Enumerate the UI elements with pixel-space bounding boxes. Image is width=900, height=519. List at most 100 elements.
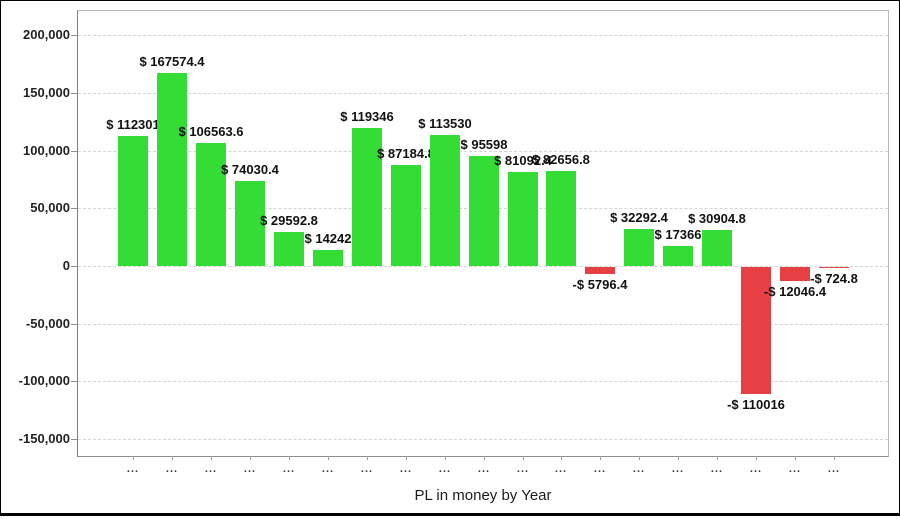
y-axis-tick <box>71 381 78 382</box>
bar-positive[interactable] <box>196 143 226 266</box>
bar-value-label: -$ 12046.4 <box>763 284 827 299</box>
bar-value-label: $ 14242 <box>304 231 352 246</box>
bar-positive[interactable] <box>508 172 538 266</box>
bar-value-label: $ 30904.8 <box>688 211 746 226</box>
bar-value-label: $ 167574.4 <box>139 54 205 69</box>
x-axis-category-label: ... <box>477 463 491 475</box>
bar-value-label: -$ 724.8 <box>810 271 858 286</box>
bar-value-label: -$ 5796.4 <box>572 277 628 292</box>
gridline <box>78 381 888 382</box>
gridline <box>78 93 888 94</box>
bar-value-label: $ 82656.8 <box>532 152 590 167</box>
bar-positive[interactable] <box>702 230 732 266</box>
bar-negative[interactable] <box>741 267 771 394</box>
bar-positive[interactable] <box>391 165 421 266</box>
y-axis-tick <box>71 266 78 267</box>
bar-negative[interactable] <box>585 267 615 274</box>
bar-value-label: $ 119346 <box>340 109 394 124</box>
y-axis-label: -150,000 <box>18 431 70 446</box>
bar-value-label: $ 113530 <box>418 116 472 131</box>
bar-positive[interactable] <box>663 246 693 266</box>
x-axis-category-label: ... <box>282 463 296 475</box>
y-axis-label: 200,000 <box>23 27 70 42</box>
gridline <box>78 151 888 152</box>
x-axis-category-label: ... <box>710 463 724 475</box>
x-axis-tick <box>406 456 407 460</box>
x-axis-category-label: ... <box>321 463 335 475</box>
bar-value-label: $ 32292.4 <box>610 210 668 225</box>
y-axis-label: -50,000 <box>25 316 70 331</box>
x-axis-tick <box>133 456 134 460</box>
bar-value-label: $ 74030.4 <box>221 162 279 177</box>
x-axis-tick <box>717 456 718 460</box>
x-axis-category-label: ... <box>204 463 218 475</box>
bar-positive[interactable] <box>313 250 343 266</box>
bar-value-label: -$ 110016 <box>727 397 785 412</box>
y-axis-label: 100,000 <box>23 143 70 158</box>
x-axis-tick <box>367 456 368 460</box>
x-axis-category-label: ... <box>165 463 179 475</box>
plot-area: $ 112301... $ 167574.4... $ 106563.6... $ 7… <box>77 10 889 475</box>
y-axis-tick <box>71 35 78 36</box>
x-axis-category-label: ... <box>632 463 646 475</box>
gridline <box>78 35 888 36</box>
x-axis-tick <box>289 456 290 460</box>
gridline <box>78 266 888 267</box>
x-axis-tick <box>756 456 757 460</box>
bar-positive[interactable] <box>469 156 499 266</box>
bar-positive[interactable] <box>235 181 265 266</box>
bar-value-label: $ 106563.6 <box>178 124 244 139</box>
y-axis-label: 0 <box>62 258 70 273</box>
x-axis-tick <box>328 456 329 460</box>
y-axis-label: -100,000 <box>18 373 70 388</box>
bar-positive[interactable] <box>274 232 304 266</box>
x-axis-category-label: ... <box>399 463 413 475</box>
y-axis-label: 150,000 <box>23 85 70 100</box>
bar-value-label: $ 95598 <box>460 137 508 152</box>
y-axis-tick <box>71 439 78 440</box>
x-axis-tick <box>600 456 601 460</box>
x-axis-tick <box>561 456 562 460</box>
bar-negative[interactable] <box>780 267 810 281</box>
bar-positive[interactable] <box>430 135 460 266</box>
x-axis-category-label: ... <box>243 463 257 475</box>
bar-positive[interactable] <box>352 128 382 266</box>
x-axis-category-label: ... <box>827 463 841 475</box>
gridline <box>78 324 888 325</box>
x-axis-category-label: ... <box>593 463 607 475</box>
x-axis-title: PL in money by Year <box>414 487 552 504</box>
y-axis-tick <box>71 208 78 209</box>
bar-value-label: $ 81092.4 <box>494 153 552 168</box>
y-axis-tick <box>71 151 78 152</box>
x-axis-tick <box>484 456 485 460</box>
x-axis-category-label: ... <box>554 463 568 475</box>
x-axis-category-label: ... <box>438 463 452 475</box>
bar-positive[interactable] <box>157 73 187 266</box>
bar-positive[interactable] <box>546 171 576 266</box>
x-axis-category-label: ... <box>360 463 374 475</box>
x-axis-tick <box>172 456 173 460</box>
x-axis-tick <box>639 456 640 460</box>
bar-value-label: $ 17366 <box>654 227 702 242</box>
y-axis-label: 50,000 <box>30 200 70 215</box>
bar-negative[interactable] <box>819 267 849 268</box>
bar-positive[interactable] <box>624 229 654 266</box>
y-axis-tick <box>71 93 78 94</box>
x-axis-tick <box>795 456 796 460</box>
y-axis-tick <box>71 324 78 325</box>
bar-value-label: $ 87184.8 <box>377 146 435 161</box>
x-axis-tick <box>523 456 524 460</box>
bar-positive[interactable] <box>118 136 148 266</box>
x-axis-category-label: ... <box>671 463 685 475</box>
x-axis-category-label: ... <box>516 463 530 475</box>
x-axis-tick <box>678 456 679 460</box>
x-axis-category-label: ... <box>749 463 763 475</box>
x-axis-tick <box>250 456 251 460</box>
x-axis-tick <box>834 456 835 460</box>
bar-value-label: $ 112301 <box>106 117 160 132</box>
bar-value-label: $ 29592.8 <box>260 213 318 228</box>
x-axis-tick <box>211 456 212 460</box>
x-axis-category-label: ... <box>126 463 140 475</box>
